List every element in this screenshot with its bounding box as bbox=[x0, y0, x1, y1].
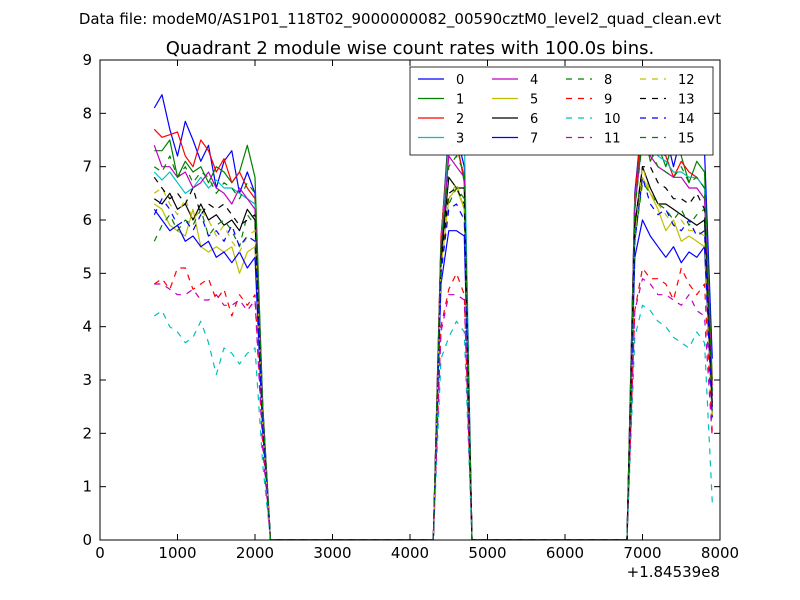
x-tick-label: 4000 bbox=[391, 544, 429, 562]
x-tick-label: 0 bbox=[95, 544, 105, 562]
legend-label-11: 11 bbox=[604, 132, 621, 147]
series-line-15 bbox=[153, 139, 713, 540]
legend-label-14: 14 bbox=[678, 112, 695, 127]
legend-box bbox=[409, 66, 714, 156]
legend-label-12: 12 bbox=[678, 73, 695, 88]
legend-label-1: 1 bbox=[456, 93, 464, 108]
y-tick-label: 6 bbox=[82, 211, 92, 229]
x-tick-label: 1000 bbox=[158, 544, 196, 562]
y-tick-label: 1 bbox=[82, 478, 92, 496]
x-tick-label: 3000 bbox=[313, 544, 351, 562]
x-tick-label: 5000 bbox=[468, 544, 506, 562]
y-tick-label: 0 bbox=[82, 531, 92, 549]
x-tick-label: 2000 bbox=[236, 544, 274, 562]
y-tick-label: 5 bbox=[82, 264, 92, 282]
legend-label-5: 5 bbox=[530, 93, 538, 108]
x-tick-label: 8000 bbox=[701, 544, 739, 562]
plot-area: 0 1000 2000 3000 4000 5000 6000 7000 80000123456… bbox=[82, 51, 739, 562]
series-line-11 bbox=[154, 278, 713, 540]
legend-label-13: 13 bbox=[678, 93, 695, 108]
legend-label-0: 0 bbox=[456, 73, 464, 88]
series-lines bbox=[153, 94, 713, 540]
x-tick-label: 6000 bbox=[546, 544, 584, 562]
x-offset-label: +1.84539e8 bbox=[627, 563, 720, 581]
figure-suptitle: Data file: modeM0/AS1P01_118T02_90000000… bbox=[79, 10, 721, 29]
legend-label-9: 9 bbox=[604, 93, 612, 108]
y-tick-label: 7 bbox=[82, 158, 92, 176]
chart-title: Quadrant 2 module wise count rates with … bbox=[166, 38, 655, 59]
legend-label-2: 2 bbox=[456, 112, 464, 127]
legend-label-3: 3 bbox=[456, 132, 464, 147]
y-tick-label: 8 bbox=[82, 104, 92, 122]
legend-label-4: 4 bbox=[530, 73, 538, 88]
legend-label-8: 8 bbox=[604, 73, 612, 88]
legend-label-15: 15 bbox=[678, 132, 695, 147]
legend-label-7: 7 bbox=[530, 132, 538, 147]
y-tick-label: 2 bbox=[82, 424, 92, 442]
series-line-13 bbox=[153, 166, 713, 540]
legend-label-10: 10 bbox=[604, 112, 621, 127]
x-tick-label: 7000 bbox=[623, 544, 661, 562]
legend-label-6: 6 bbox=[530, 112, 538, 127]
y-tick-label: 4 bbox=[82, 318, 92, 336]
y-tick-label: 3 bbox=[82, 371, 92, 389]
y-tick-label: 9 bbox=[82, 51, 92, 69]
